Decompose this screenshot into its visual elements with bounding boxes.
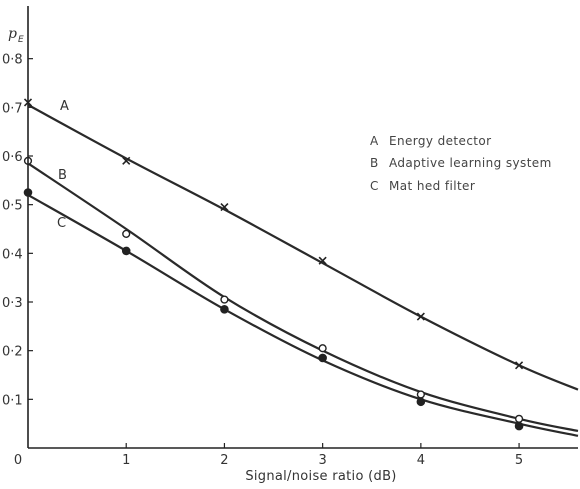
legend-key-b: B [370,156,379,170]
data-point-b-5 [514,414,524,423]
data-point-c-4 [416,397,426,407]
data-point-b-3 [318,344,327,353]
legend-key-c: C [370,179,379,193]
series-line-a [27,103,579,391]
y-tick-label-7: 0·8 [2,53,23,68]
y-tick-label-2: 0·3 [2,296,23,311]
x-tick-label-0: 0 [14,453,22,468]
data-point-a-5 [515,361,524,370]
legend-text-a: Energy detector [389,134,492,148]
legend-entry-b: B Adaptive learning system [370,156,552,170]
y-tick-label-3: 0·4 [2,247,23,262]
legend-text-b: Adaptive learning system [389,156,552,170]
curve-label-a: A [60,99,69,114]
x-ticks: 0 1 2 3 4 5 [14,443,523,468]
y-tick-label-5: 0·6 [2,150,23,165]
y-tick-label-0: 0·1 [2,393,23,408]
data-point-b-2 [220,295,229,304]
data-point-c-2 [220,305,229,314]
data-point-b-4 [416,390,425,399]
data-point-c-5 [514,421,524,431]
series-line-c [27,193,579,437]
legend-key-a: A [370,134,379,148]
data-point-c-3 [318,353,327,363]
y-tick-label-6: 0·7 [2,101,23,116]
data-point-a-4 [416,312,425,321]
x-axis-title: Signal/noise ratio (dB) [245,469,396,484]
legend-entry-a: A Energy detector [370,134,492,148]
data-point-c-1 [121,246,131,256]
data-point-a-3 [318,256,327,265]
axes [27,6,578,449]
data-point-b-1 [122,229,131,238]
legend: A Energy detector B Adaptive learning sy… [370,134,552,193]
data-point-a-1 [122,156,131,165]
data-point-a-2 [220,203,229,212]
legend-text-c: Mat hed filter [389,179,475,193]
y-tick-label-1: 0·2 [2,345,23,360]
x-tick-label-2: 2 [220,453,228,468]
x-tick-label-5: 5 [515,453,523,468]
series-markers [23,98,524,431]
y-axis-title: pE [8,26,24,45]
curve-label-c: C [57,216,66,231]
y-tick-label-4: 0·5 [2,199,23,214]
x-tick-label-1: 1 [122,453,130,468]
legend-entry-c: C Mat hed filter [370,179,475,193]
y-ticks: 0·1 0·2 0·3 0·4 0·5 0·6 0·7 0·8 [2,53,33,408]
series-curves [27,103,579,437]
curve-label-b: B [58,168,67,183]
series-line-b [27,162,579,433]
x-tick-label-3: 3 [319,453,327,468]
x-tick-label-4: 4 [417,453,425,468]
